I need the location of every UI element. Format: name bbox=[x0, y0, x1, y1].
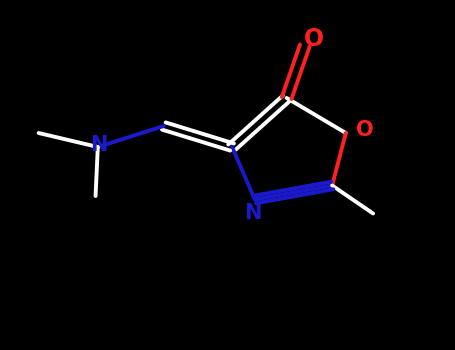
Text: O: O bbox=[356, 120, 374, 140]
Text: O: O bbox=[304, 27, 324, 50]
Text: N: N bbox=[244, 203, 261, 223]
Text: N: N bbox=[91, 135, 108, 155]
